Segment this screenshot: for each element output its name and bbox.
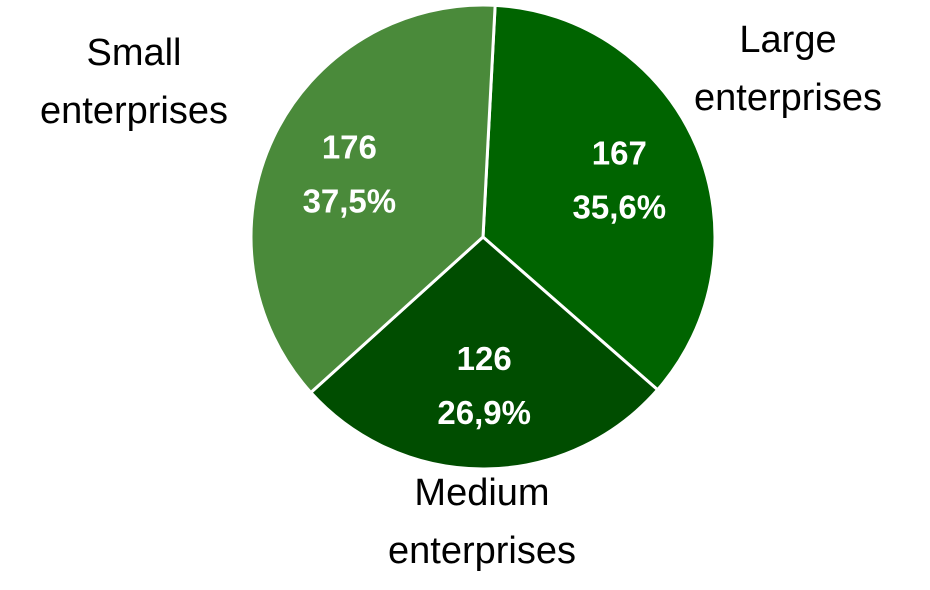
pie-slice-large-enterprises: [481, 3, 717, 392]
slice-value-label-medium-enterprises: 126 26,9%: [437, 340, 531, 431]
category-label-medium-enterprises: Medium enterprises: [388, 472, 576, 572]
pie-slice-small-enterprises: [249, 3, 497, 395]
slice-value-label-large-enterprises: 167 35,6%: [573, 134, 667, 225]
category-label-large-enterprises: Large enterprises: [694, 19, 882, 119]
slice-value-label-small-enterprises: 176 37,5%: [303, 128, 397, 219]
pie-slice-medium-enterprises: [309, 235, 660, 471]
category-label-small-enterprises: Small enterprises: [40, 32, 228, 132]
